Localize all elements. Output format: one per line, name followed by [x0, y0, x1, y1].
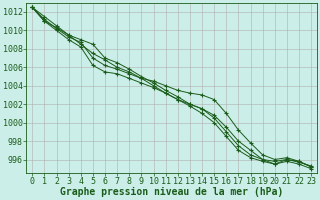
X-axis label: Graphe pression niveau de la mer (hPa): Graphe pression niveau de la mer (hPa)	[60, 187, 284, 197]
